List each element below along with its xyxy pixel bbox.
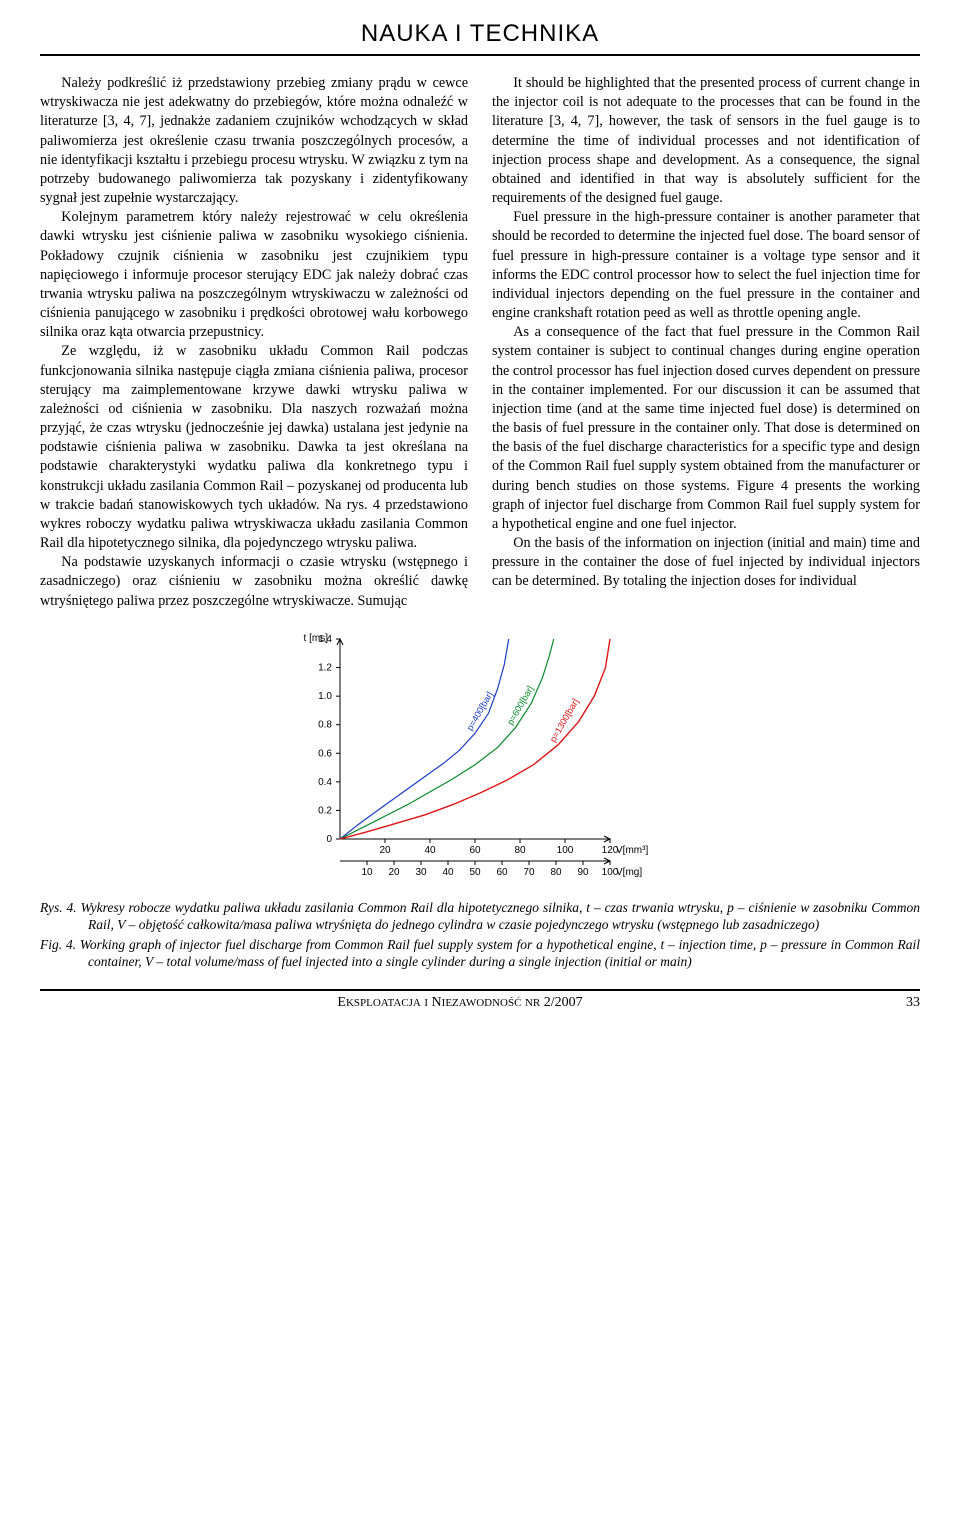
paragraph: It should be highlighted that the presen… — [492, 74, 920, 208]
svg-text:0.2: 0.2 — [318, 805, 332, 816]
svg-text:60: 60 — [496, 867, 508, 878]
svg-text:20: 20 — [388, 867, 400, 878]
page-footer: EKSPLOATACJA I NIEZAWODNOŚĆ NR 2/2007 33 — [40, 989, 920, 1011]
svg-text:V[mg]: V[mg] — [616, 867, 642, 878]
svg-text:t [ms]: t [ms] — [304, 633, 329, 644]
svg-text:80: 80 — [514, 845, 526, 856]
svg-text:V[mm³]: V[mm³] — [616, 845, 648, 856]
caption-text: Wykresy robocze wydatku paliwa układu za… — [81, 900, 920, 933]
svg-text:50: 50 — [469, 867, 481, 878]
section-header: NAUKA I TECHNIKA — [40, 20, 920, 56]
caption-polish: Rys. 4. Wykresy robocze wydatku paliwa u… — [40, 899, 920, 934]
paragraph: As a consequence of the fact that fuel p… — [492, 323, 920, 534]
svg-text:0.8: 0.8 — [318, 720, 332, 731]
svg-text:40: 40 — [424, 845, 436, 856]
paragraph: On the basis of the information on injec… — [492, 534, 920, 592]
svg-text:0: 0 — [326, 834, 332, 845]
svg-text:90: 90 — [577, 867, 589, 878]
chart-container: 00.20.40.60.81.01.21.4t [ms]204060801001… — [40, 629, 920, 889]
svg-text:70: 70 — [523, 867, 535, 878]
svg-text:1.2: 1.2 — [318, 662, 332, 673]
svg-text:1.0: 1.0 — [318, 691, 332, 702]
left-column: Należy podkreślić iż przedstawiony przeb… — [40, 74, 468, 611]
svg-text:30: 30 — [415, 867, 427, 878]
caption-tag: Rys. 4. — [40, 900, 77, 915]
svg-text:80: 80 — [550, 867, 562, 878]
paragraph: Ze względu, iż w zasobniku układu Common… — [40, 342, 468, 553]
paragraph: Fuel pressure in the high-pressure conta… — [492, 208, 920, 323]
caption-text: Working graph of injector fuel discharge… — [80, 937, 920, 970]
svg-text:20: 20 — [379, 845, 391, 856]
footer-journal: EKSPLOATACJA I NIEZAWODNOŚĆ NR 2/2007 — [40, 995, 880, 1011]
svg-text:p=1300[bar]: p=1300[bar] — [548, 697, 581, 744]
fuel-discharge-chart: 00.20.40.60.81.01.21.4t [ms]204060801001… — [290, 629, 670, 889]
caption-tag: Fig. 4. — [40, 937, 76, 952]
page-number: 33 — [880, 995, 920, 1011]
paragraph: Kolejnym parametrem który należy rejestr… — [40, 208, 468, 342]
caption-english: Fig. 4. Working graph of injector fuel d… — [40, 936, 920, 971]
svg-text:0.4: 0.4 — [318, 777, 332, 788]
figure-4: 00.20.40.60.81.01.21.4t [ms]204060801001… — [40, 629, 920, 971]
svg-text:10: 10 — [361, 867, 373, 878]
svg-text:40: 40 — [442, 867, 454, 878]
svg-text:60: 60 — [469, 845, 481, 856]
two-column-body: Należy podkreślić iż przedstawiony przeb… — [40, 74, 920, 611]
right-column: It should be highlighted that the presen… — [492, 74, 920, 611]
paragraph: Należy podkreślić iż przedstawiony przeb… — [40, 74, 468, 208]
svg-text:100: 100 — [557, 845, 574, 856]
paragraph: Na podstawie uzyskanych informacji o cza… — [40, 553, 468, 611]
svg-text:0.6: 0.6 — [318, 748, 332, 759]
